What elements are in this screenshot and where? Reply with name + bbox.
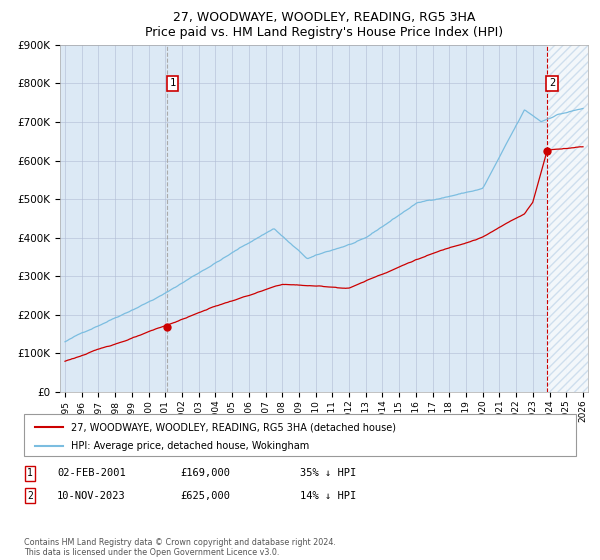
Text: 2: 2 <box>27 491 33 501</box>
Text: 02-FEB-2001: 02-FEB-2001 <box>57 468 126 478</box>
Text: 35% ↓ HPI: 35% ↓ HPI <box>300 468 356 478</box>
Text: 2: 2 <box>549 78 555 88</box>
Text: £169,000: £169,000 <box>180 468 230 478</box>
Bar <box>547 45 599 392</box>
Text: 27, WOODWAYE, WOODLEY, READING, RG5 3HA (detached house): 27, WOODWAYE, WOODLEY, READING, RG5 3HA … <box>71 422 396 432</box>
Text: £625,000: £625,000 <box>180 491 230 501</box>
Text: 14% ↓ HPI: 14% ↓ HPI <box>300 491 356 501</box>
Bar <box>547 45 599 392</box>
Title: 27, WOODWAYE, WOODLEY, READING, RG5 3HA
Price paid vs. HM Land Registry's House : 27, WOODWAYE, WOODLEY, READING, RG5 3HA … <box>145 11 503 39</box>
Text: 1: 1 <box>169 78 176 88</box>
Text: 1: 1 <box>27 468 33 478</box>
FancyBboxPatch shape <box>24 414 576 456</box>
Text: HPI: Average price, detached house, Wokingham: HPI: Average price, detached house, Woki… <box>71 441 309 451</box>
Text: Contains HM Land Registry data © Crown copyright and database right 2024.
This d: Contains HM Land Registry data © Crown c… <box>24 538 336 557</box>
Text: 10-NOV-2023: 10-NOV-2023 <box>57 491 126 501</box>
